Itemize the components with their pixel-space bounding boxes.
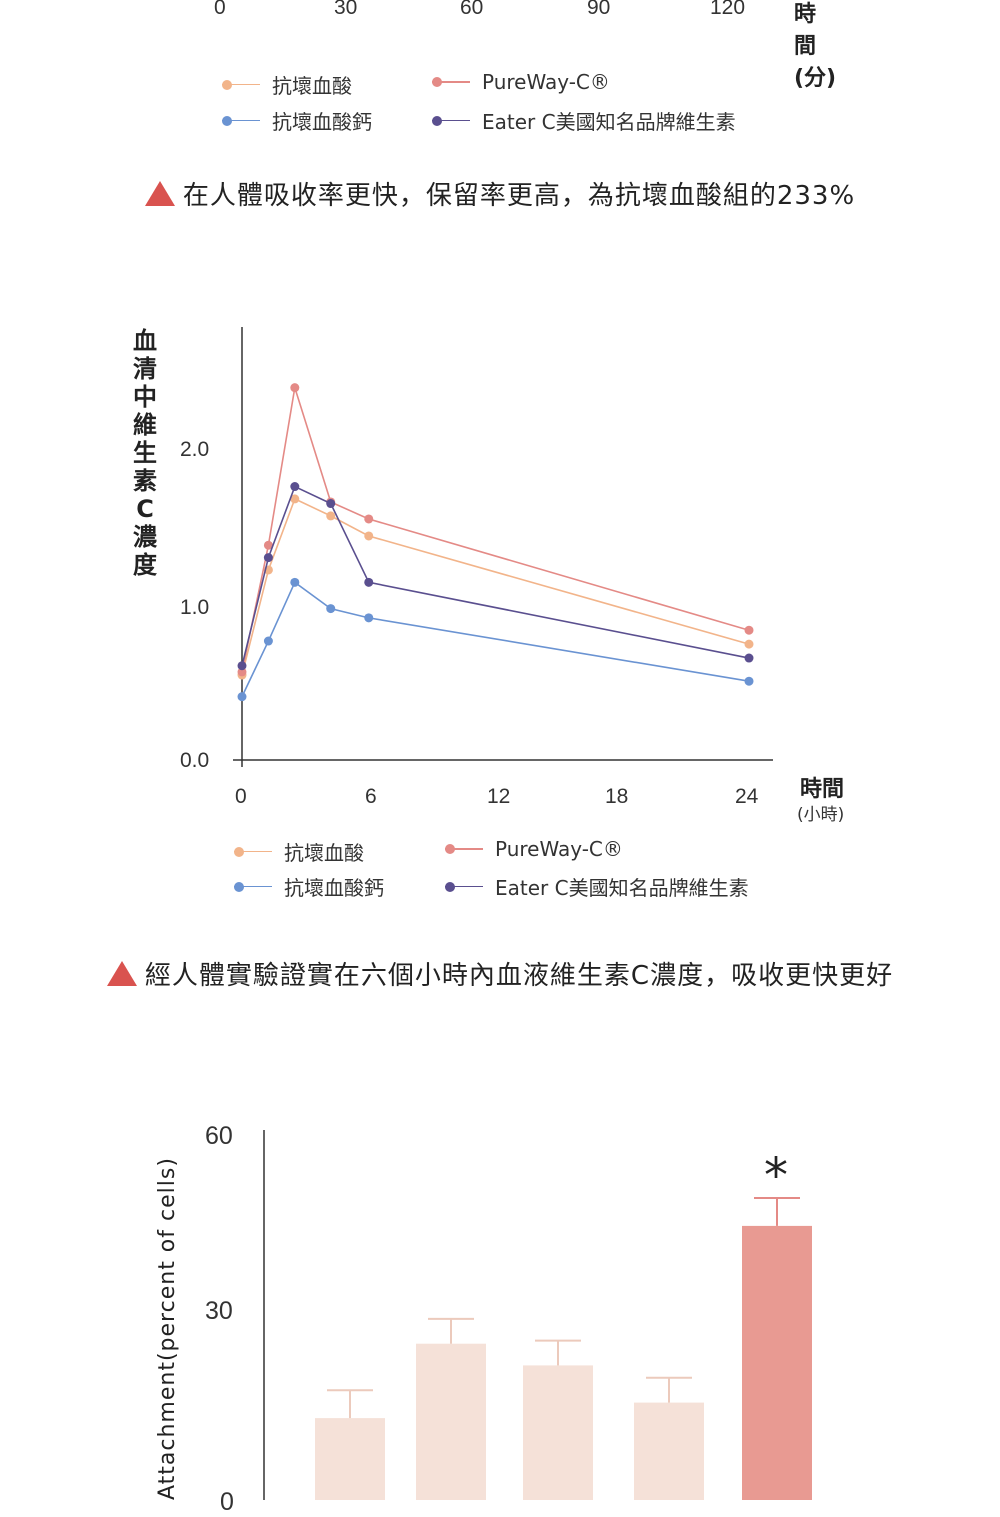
- y-tick: 0.0: [180, 749, 210, 772]
- data-point: [263, 540, 273, 550]
- caption-text: 在人體吸收率更快，保留率更高，為抗壞血酸組的233%: [182, 181, 856, 211]
- triangle-icon: [144, 181, 175, 206]
- y-axis-label-char: C: [136, 495, 154, 523]
- series-line-0: [241, 497, 750, 676]
- x-tick: 90: [587, 0, 611, 19]
- x-tick: 0: [214, 0, 226, 19]
- data-point: [290, 577, 300, 587]
- legend-swatch: [445, 844, 483, 854]
- y-axis-label-char: 素: [133, 467, 157, 495]
- bar: [742, 1225, 812, 1500]
- x-tick: 12: [487, 785, 511, 808]
- legend-item: 抗壞血酸鈣: [234, 872, 384, 901]
- data-point: [237, 661, 247, 671]
- data-point: [237, 692, 247, 702]
- legend-item: PureWay-C®: [445, 837, 623, 861]
- y-axis-label-char: 中: [133, 383, 157, 411]
- bar: [634, 1402, 704, 1500]
- y-axis-label-char: 維: [133, 411, 157, 439]
- bar: [416, 1343, 486, 1500]
- legend-label: 抗壞血酸鈣: [272, 110, 372, 134]
- data-point: [326, 499, 336, 509]
- data-point: [290, 383, 300, 393]
- y-tick: 2.0: [180, 438, 210, 461]
- series-line-3: [241, 485, 750, 666]
- legend-swatch: [445, 881, 483, 892]
- data-point: [263, 553, 273, 563]
- data-point: [364, 577, 374, 587]
- legend-item: 抗壞血酸: [222, 70, 352, 99]
- y-axis-label-char: 清: [133, 355, 157, 383]
- data-point: [744, 625, 754, 635]
- x-tick: 24: [735, 785, 759, 808]
- data-point: [326, 511, 336, 521]
- legend-swatch: [234, 881, 272, 892]
- y-axis-label-char: 度: [133, 551, 157, 579]
- series-line-1: [241, 387, 750, 673]
- significance-marker: *: [764, 1148, 788, 1204]
- x-tick: 120: [710, 0, 746, 19]
- legend-item: 抗壞血酸鈣: [222, 106, 372, 135]
- legend-swatch: [222, 79, 260, 90]
- y-tick: 60: [205, 1122, 233, 1150]
- legend-label: 抗壞血酸: [272, 74, 352, 98]
- data-point: [364, 531, 374, 541]
- legend-label: 抗壞血酸鈣: [284, 876, 384, 900]
- legend-item: Eater C美國知名品牌維生素: [432, 106, 736, 135]
- legend-label: PureWay-C®: [482, 70, 610, 94]
- x-axis-label: 時間(分): [794, 2, 837, 91]
- bar: [523, 1365, 593, 1500]
- legend-swatch: [222, 115, 260, 126]
- data-point: [326, 604, 336, 614]
- legend-swatch: [234, 846, 272, 857]
- x-tick: 0: [235, 785, 247, 808]
- data-point: [290, 494, 300, 504]
- y-axis-label-char: 濃: [133, 523, 157, 551]
- legend-swatch: [432, 115, 470, 126]
- triangle-icon: [106, 961, 137, 986]
- data-point: [237, 667, 247, 677]
- legend-item: Eater C美國知名品牌維生素: [445, 872, 749, 901]
- y-axis-label-char: 生: [133, 439, 157, 467]
- series-line-2: [241, 581, 750, 697]
- data-point: [290, 482, 300, 492]
- legend-swatch: [432, 77, 470, 87]
- y-tick: 30: [205, 1297, 233, 1325]
- chart2-caption: 經人體實驗證實在六個小時內血液維生素C濃度，吸收更快更好: [0, 955, 1000, 992]
- data-point: [744, 639, 754, 649]
- x-tick: 60: [460, 0, 484, 19]
- data-point: [263, 636, 273, 646]
- y-axis-label-char: 血: [133, 327, 157, 355]
- y-tick: 1.0: [180, 596, 210, 619]
- legend-label: PureWay-C®: [495, 837, 623, 861]
- data-point: [364, 514, 374, 524]
- x-axis-unit: (小時): [797, 805, 845, 825]
- x-tick: 6: [365, 785, 377, 808]
- legend-item: PureWay-C®: [432, 70, 610, 94]
- legend-item: 抗壞血酸: [234, 837, 364, 866]
- x-tick: 18: [605, 785, 629, 808]
- data-point: [364, 613, 374, 623]
- x-tick: 30: [334, 0, 358, 19]
- legend-label: Eater C美國知名品牌維生素: [495, 876, 749, 900]
- data-point: [744, 653, 754, 663]
- caption-text: 經人體實驗證實在六個小時內血液維生素C濃度，吸收更快更好: [144, 961, 894, 991]
- bar: [315, 1418, 385, 1500]
- data-point: [744, 676, 754, 686]
- x-axis-label: 時間: [800, 777, 845, 802]
- legend-label: Eater C美國知名品牌維生素: [482, 110, 736, 134]
- chart1-caption: 在人體吸收率更快，保留率更高，為抗壞血酸組的233%: [0, 175, 1000, 212]
- legend-label: 抗壞血酸: [284, 841, 364, 865]
